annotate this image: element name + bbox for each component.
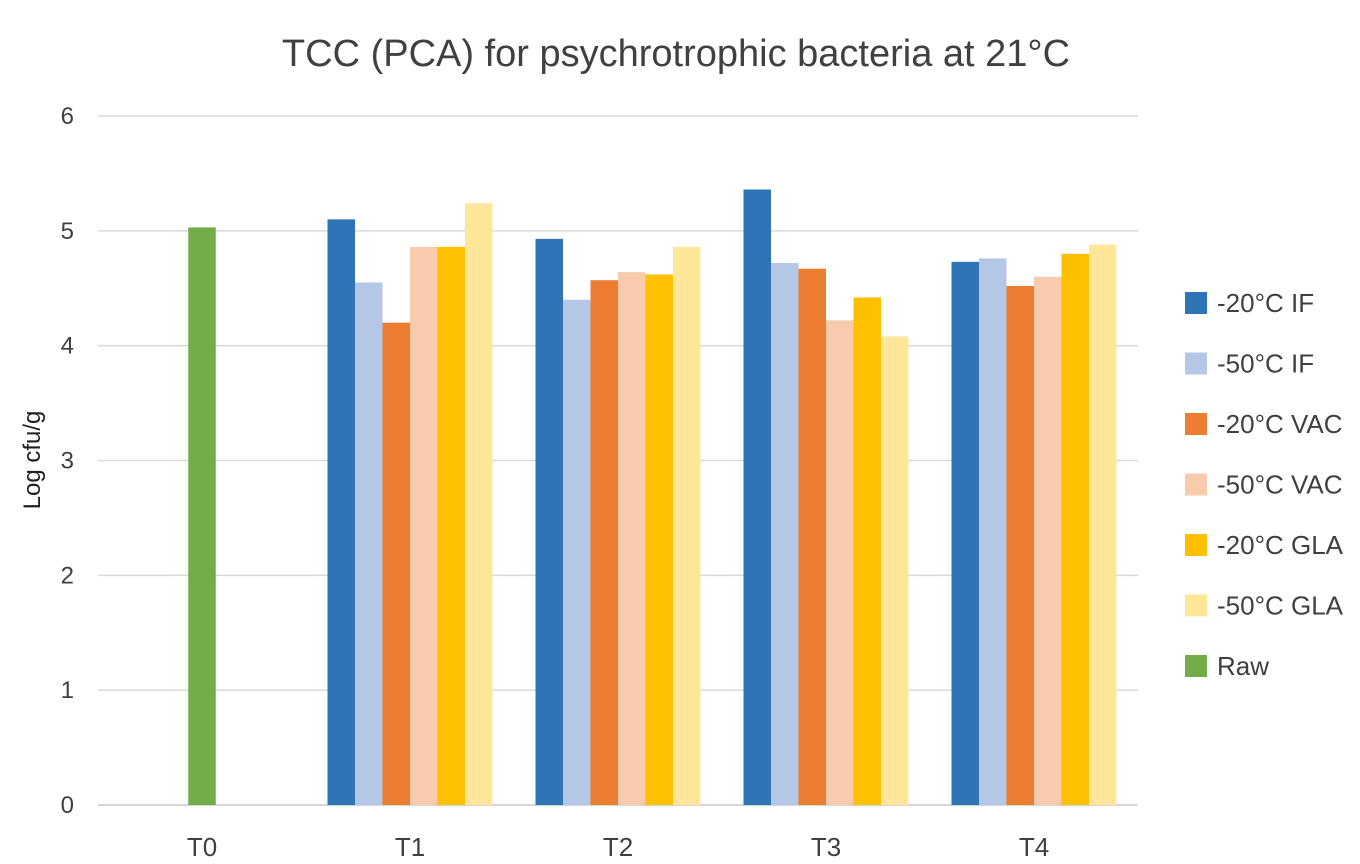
legend-label: -50°C GLA [1217,591,1344,621]
y-tick-label: 5 [61,218,74,245]
bar-t1-3 [410,246,438,805]
bar-t3-4 [853,297,881,805]
legend-swatch [1185,594,1207,617]
bar-t3-5 [881,336,909,805]
legend-label: -20°C GLA [1217,530,1344,560]
y-axis-ticks: 0 1 2 3 4 5 6 [61,103,74,819]
y-tick-label: 6 [61,103,74,130]
bar-t2-2 [590,280,618,805]
bar-t2-3 [618,272,646,805]
y-tick-label: 2 [61,562,74,589]
bar-t3-1 [771,262,799,805]
bar-t3-0 [743,189,771,805]
x-tick-label: T0 [187,832,217,862]
bar-t3-3 [826,320,854,805]
legend-swatch [1185,292,1207,314]
bar-t2-4 [645,274,673,806]
bar-t4-5 [1089,244,1117,805]
y-axis-label: Log cfu/g [19,411,46,510]
legend-swatch [1185,534,1207,556]
bar-t1-2 [382,322,410,805]
x-tick-label: T1 [395,832,425,862]
y-tick-label: 3 [61,448,74,475]
bar-t4-3 [1034,276,1062,805]
bar-t1-5 [465,203,493,806]
bars [188,189,1117,806]
bar-t4-1 [979,258,1007,806]
x-tick-label: T2 [603,832,633,862]
bar-t4-2 [1006,285,1034,805]
bar-t1-0 [327,219,355,806]
legend-swatch [1185,413,1207,435]
legend: -20°C IF -50°C IF -20°C VAC -50°C VAC -20°C … [1185,288,1344,681]
legend-label: -20°C VAC [1217,409,1343,439]
x-tick-label: T3 [811,832,841,862]
bar-t1-4 [437,246,465,805]
bar-t3-2 [798,268,826,805]
y-tick-label: 1 [61,677,74,704]
bar-t2-0 [535,238,563,805]
legend-swatch [1185,655,1207,677]
bar-t4-4 [1061,253,1089,806]
legend-label: -50°C VAC [1217,470,1343,500]
bar-t4-0 [951,261,979,805]
legend-swatch [1185,473,1207,496]
x-tick-label: T4 [1019,832,1049,862]
bar-t2-1 [563,299,591,805]
y-tick-label: 4 [61,333,74,360]
legend-swatch [1185,352,1207,375]
bar-t2-5 [673,246,701,805]
legend-label: Raw [1217,651,1269,681]
chart-title: TCC (PCA) for psychrotrophic bacteria at… [282,33,1070,75]
legend-label: -20°C IF [1217,288,1314,318]
y-tick-label: 0 [61,792,74,819]
legend-label: -50°C IF [1217,349,1314,379]
bar-t1-1 [355,282,383,806]
bar-t0-6 [188,227,216,806]
x-axis-categories: T0 T1 T2 T3 T4 [187,832,1049,862]
